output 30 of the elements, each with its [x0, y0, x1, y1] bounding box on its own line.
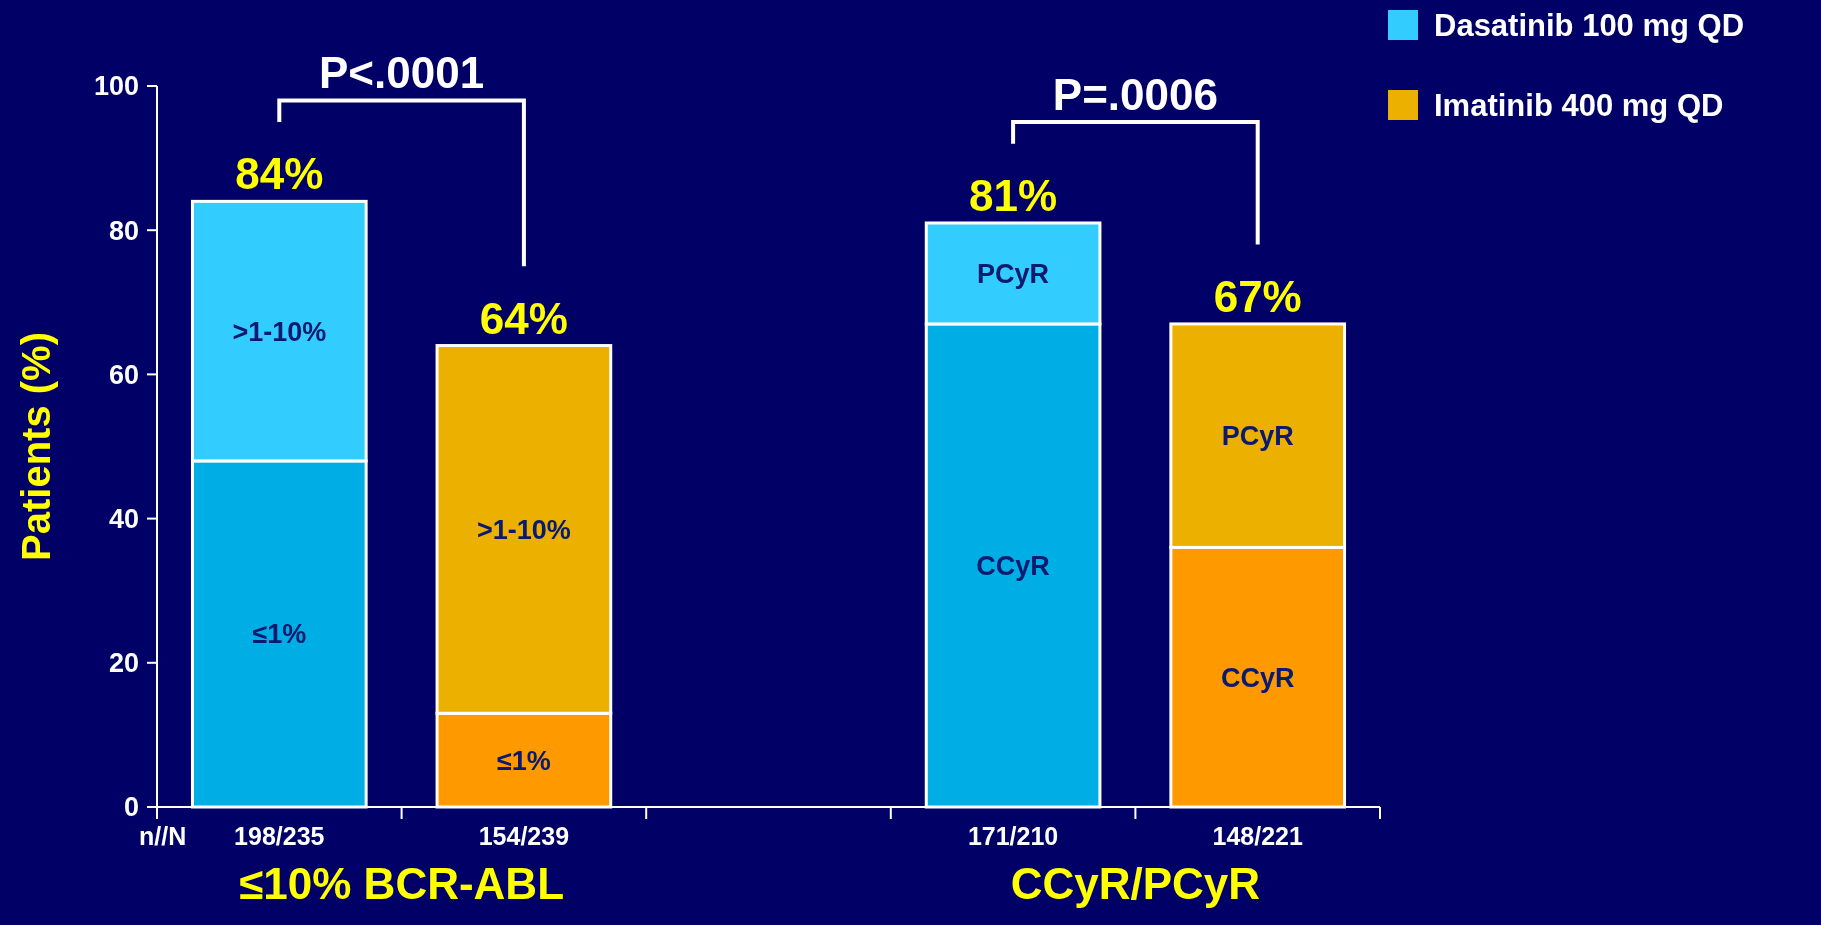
annotation: >1-10%: [232, 316, 327, 347]
y-tick-label: 20: [108, 648, 139, 679]
y-tick-label: 100: [93, 71, 139, 102]
y-tick-label: 0: [123, 792, 139, 823]
text: n//N: [139, 822, 187, 850]
x-tick-label: 171/210: [967, 822, 1059, 850]
x-tick-label: 154/239: [478, 822, 570, 850]
annotation: CCyR: [1220, 662, 1295, 693]
total-label: 81%: [969, 170, 1058, 220]
y-tick-label: 80: [108, 215, 139, 246]
text: CCyR/PCyR: [1010, 859, 1261, 908]
annotation: PCyR: [1221, 421, 1294, 452]
annotation: ≤1%: [252, 619, 307, 650]
annotation: P<.0001: [319, 48, 485, 98]
y-tick-label: 60: [108, 359, 139, 390]
x-tick-label: 198/235: [234, 822, 325, 850]
total-label: 84%: [235, 149, 324, 199]
annotation: ≤1%: [496, 745, 551, 776]
annotation: P=.0006: [1052, 70, 1218, 120]
x-tick-label: 148/221: [1212, 822, 1303, 850]
y-tick-label: 40: [108, 504, 139, 535]
y-axis-title: Patients (%): [14, 332, 58, 561]
annotation: PCyR: [977, 258, 1050, 289]
text: ≤10% BCR-ABL: [239, 859, 565, 908]
annotation: CCyR: [976, 550, 1050, 581]
legend-label: Imatinib 400 mg QD: [1434, 87, 1724, 123]
total-label: 67%: [1213, 271, 1302, 321]
annotation: >1-10%: [476, 514, 571, 545]
legend-label: Dasatinib 100 mg QD: [1434, 7, 1745, 43]
total-label: 64%: [479, 293, 568, 343]
